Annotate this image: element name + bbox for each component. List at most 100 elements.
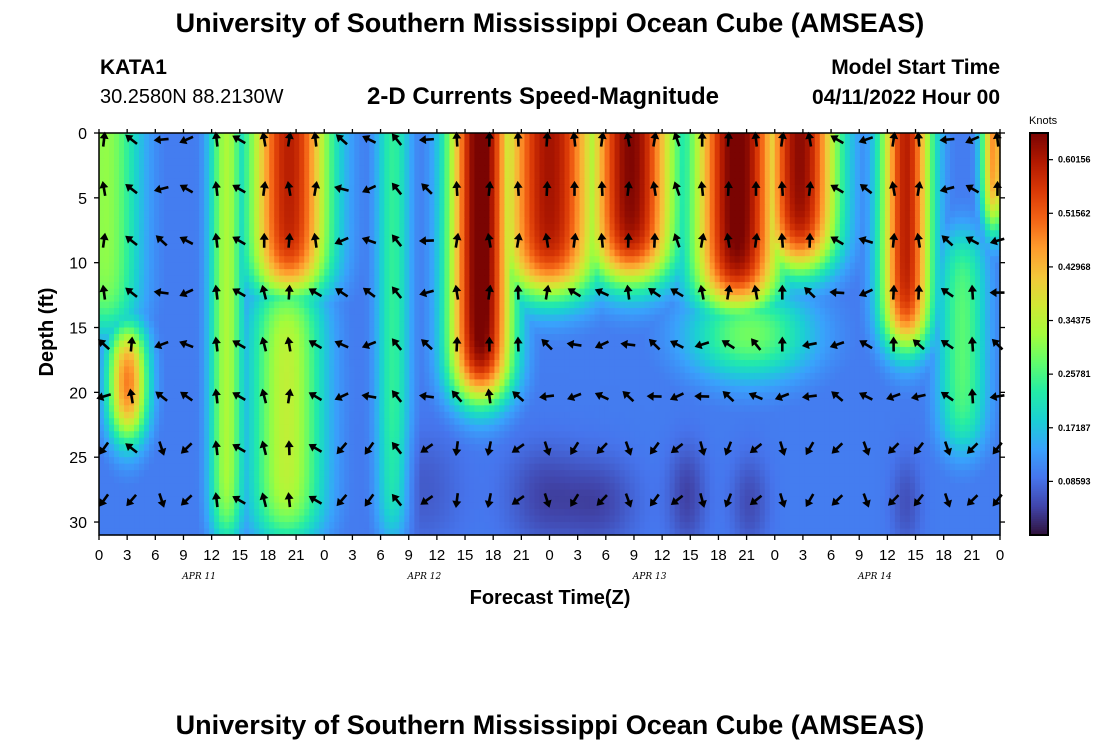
heatmap-cell bbox=[914, 197, 921, 205]
heatmap-cell bbox=[289, 191, 295, 199]
heatmap-cell bbox=[284, 197, 290, 205]
heatmap-cell bbox=[414, 243, 420, 251]
heatmap-cell bbox=[454, 275, 460, 283]
heatmap-cell bbox=[684, 243, 691, 251]
heatmap-cell bbox=[639, 262, 646, 270]
heatmap-cell bbox=[914, 171, 921, 179]
heatmap-cell bbox=[749, 133, 756, 141]
heatmap-cell bbox=[799, 269, 806, 277]
heatmap-cell bbox=[759, 145, 766, 154]
heatmap-cell bbox=[844, 269, 851, 277]
heatmap-cell bbox=[949, 301, 956, 309]
heatmap-cell bbox=[329, 236, 335, 244]
heatmap-cell bbox=[579, 275, 586, 283]
heatmap-cell bbox=[759, 158, 766, 167]
heatmap-cell bbox=[839, 197, 846, 205]
heatmap-cell bbox=[664, 139, 671, 147]
heatmap-cell bbox=[659, 133, 666, 141]
heatmap-cell bbox=[859, 243, 866, 251]
heatmap-cell bbox=[589, 262, 596, 270]
heatmap-cell bbox=[374, 269, 380, 277]
heatmap-cell bbox=[944, 282, 951, 290]
heatmap-cell bbox=[974, 178, 981, 186]
heatmap-cell bbox=[374, 133, 380, 141]
heatmap-cell bbox=[239, 145, 245, 154]
heatmap-cell bbox=[374, 171, 380, 179]
heatmap-cell bbox=[839, 204, 846, 212]
heatmap-cell bbox=[179, 295, 185, 303]
heatmap-cell bbox=[889, 275, 896, 283]
heatmap-cell bbox=[769, 191, 776, 199]
heatmap-cell bbox=[949, 197, 956, 205]
heatmap-cell bbox=[839, 282, 846, 290]
heatmap-cell bbox=[509, 197, 516, 205]
heatmap-cell bbox=[764, 249, 771, 257]
heatmap-cell bbox=[244, 217, 250, 225]
heatmap-cell bbox=[899, 230, 906, 238]
heatmap-cell bbox=[449, 165, 455, 173]
heatmap-cell bbox=[454, 262, 460, 270]
heatmap-cell bbox=[734, 256, 741, 264]
heatmap-cell bbox=[129, 256, 135, 264]
heatmap-cell bbox=[839, 262, 846, 270]
heatmap-cell bbox=[309, 210, 315, 218]
heatmap-cell bbox=[704, 139, 711, 147]
heatmap-cell bbox=[119, 145, 125, 154]
heatmap-cell bbox=[929, 210, 936, 218]
heatmap-cell bbox=[834, 295, 841, 303]
heatmap-cell bbox=[879, 191, 886, 199]
heatmap-cell bbox=[734, 191, 741, 199]
heatmap-cell bbox=[114, 262, 120, 270]
heatmap-cell bbox=[774, 288, 781, 296]
heatmap-cell bbox=[174, 282, 180, 290]
heatmap-cell bbox=[939, 171, 946, 179]
heatmap-cell bbox=[719, 282, 726, 290]
heatmap-cell bbox=[494, 243, 501, 251]
heatmap-cell bbox=[354, 210, 360, 218]
heatmap-cell bbox=[984, 269, 991, 277]
heatmap-cell bbox=[284, 236, 290, 244]
heatmap-cell bbox=[789, 133, 796, 141]
heatmap-cell bbox=[804, 191, 811, 199]
heatmap-cell bbox=[599, 230, 606, 238]
heatmap-cell bbox=[879, 295, 886, 303]
heatmap-cell bbox=[449, 197, 455, 205]
heatmap-cell bbox=[979, 171, 986, 179]
heatmap-cell bbox=[394, 145, 400, 154]
heatmap-cell bbox=[849, 217, 856, 225]
heatmap-cell bbox=[739, 256, 746, 264]
heatmap-cell bbox=[979, 269, 986, 277]
heatmap-cell bbox=[144, 230, 150, 238]
heatmap-cell bbox=[204, 165, 210, 173]
heatmap-cell bbox=[484, 256, 491, 264]
heatmap-cell bbox=[894, 158, 901, 167]
heatmap-cell bbox=[344, 256, 350, 264]
heatmap-cell bbox=[844, 139, 851, 147]
heatmap-cell bbox=[469, 236, 476, 244]
heatmap-cell bbox=[199, 210, 205, 218]
heatmap-cell bbox=[704, 152, 711, 160]
heatmap-cell bbox=[234, 308, 240, 316]
heatmap-cell bbox=[404, 217, 410, 225]
heatmap-cell bbox=[154, 301, 160, 309]
heatmap-cell bbox=[329, 133, 335, 141]
heatmap-cell bbox=[574, 210, 581, 218]
heatmap-cell bbox=[664, 152, 671, 160]
heatmap-cell bbox=[304, 223, 310, 231]
heatmap-cell bbox=[739, 145, 746, 154]
heatmap-cell bbox=[819, 262, 826, 270]
heatmap-cell bbox=[314, 197, 320, 205]
heatmap-cell bbox=[549, 152, 556, 160]
heatmap-cell bbox=[959, 197, 966, 205]
heatmap-cell bbox=[564, 282, 571, 290]
heatmap-cell bbox=[494, 184, 501, 192]
heatmap-cell bbox=[984, 223, 991, 231]
heatmap-cell bbox=[574, 275, 581, 283]
heatmap-cell bbox=[634, 191, 641, 199]
heatmap-cell bbox=[344, 165, 350, 173]
heatmap-cell bbox=[429, 184, 435, 192]
heatmap-cell bbox=[179, 275, 185, 283]
heatmap-cell bbox=[744, 217, 751, 225]
heatmap-cell bbox=[134, 191, 140, 199]
heatmap-cell bbox=[614, 178, 621, 186]
